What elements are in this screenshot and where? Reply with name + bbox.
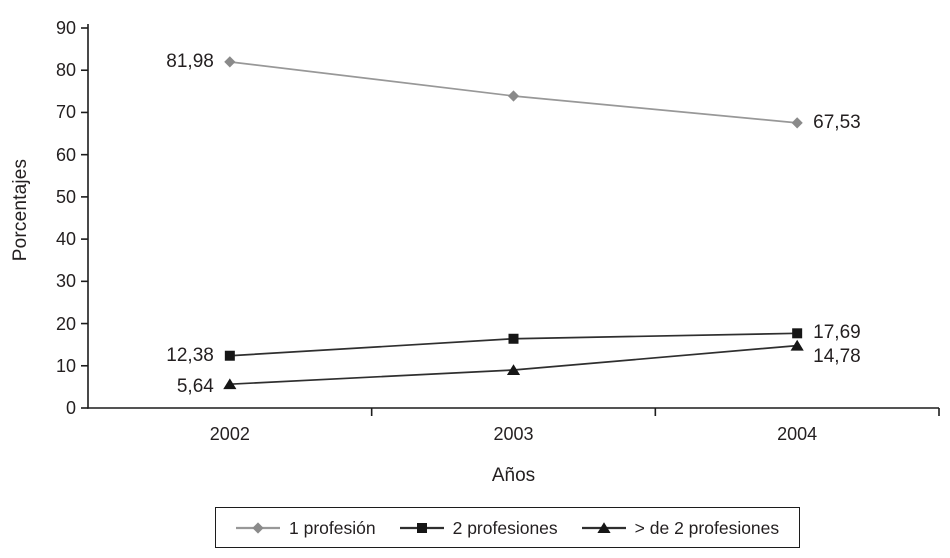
data-label: 81,98 [166, 50, 214, 72]
data-label: 14,78 [813, 345, 861, 367]
legend-item: 2 profesiones [399, 517, 558, 538]
y-tick-label: 90 [55, 18, 76, 38]
square-marker-icon [416, 522, 427, 533]
diamond-marker-icon [224, 56, 236, 68]
y-tick-label: 30 [55, 271, 76, 292]
y-tick-label: 40 [55, 229, 76, 250]
y-tick-label: 60 [55, 144, 76, 165]
triangle-marker-icon [223, 378, 237, 390]
square-legend-swatch-icon [399, 522, 444, 533]
diamond-marker-icon [252, 521, 264, 534]
triangle-legend-swatch-icon [581, 521, 626, 533]
square-marker-icon [792, 328, 803, 339]
data-label: 12,38 [166, 344, 214, 366]
data-label: 67,53 [813, 111, 861, 133]
diamond-legend-swatch-icon [236, 521, 280, 534]
x-tick-label: 2003 [493, 424, 534, 444]
y-tick-label: 50 [55, 186, 76, 207]
y-tick-label: 10 [55, 355, 76, 376]
diamond-marker-icon [791, 117, 803, 129]
y-tick-label: 20 [55, 313, 76, 334]
legend-item: 1 profesión [236, 518, 376, 538]
diamond-marker-icon [507, 90, 520, 102]
y-tick-label: 70 [55, 102, 76, 123]
legend-label: > de 2 profesiones [634, 517, 780, 538]
data-label: 17,69 [813, 322, 861, 344]
legend-label: 2 profesiones [452, 517, 558, 538]
x-tick-label: 2004 [777, 424, 818, 444]
square-marker-icon [224, 350, 235, 361]
y-tick-label: 80 [55, 60, 76, 81]
triangle-marker-icon [790, 339, 804, 351]
square-marker-icon [508, 333, 519, 344]
triangle-marker-icon [506, 364, 521, 375]
legend: 1 profesión 2 profesiones > de 2 profesion… [215, 507, 801, 548]
x-axis-title: Años [491, 465, 536, 486]
legend-label: 1 profesión [289, 517, 376, 538]
legend-item: > de 2 profesiones [581, 517, 780, 538]
x-tick-label: 2002 [209, 424, 250, 444]
triangle-marker-icon [597, 521, 611, 533]
y-tick-label: 0 [65, 398, 76, 418]
data-label: 5,64 [176, 376, 214, 398]
